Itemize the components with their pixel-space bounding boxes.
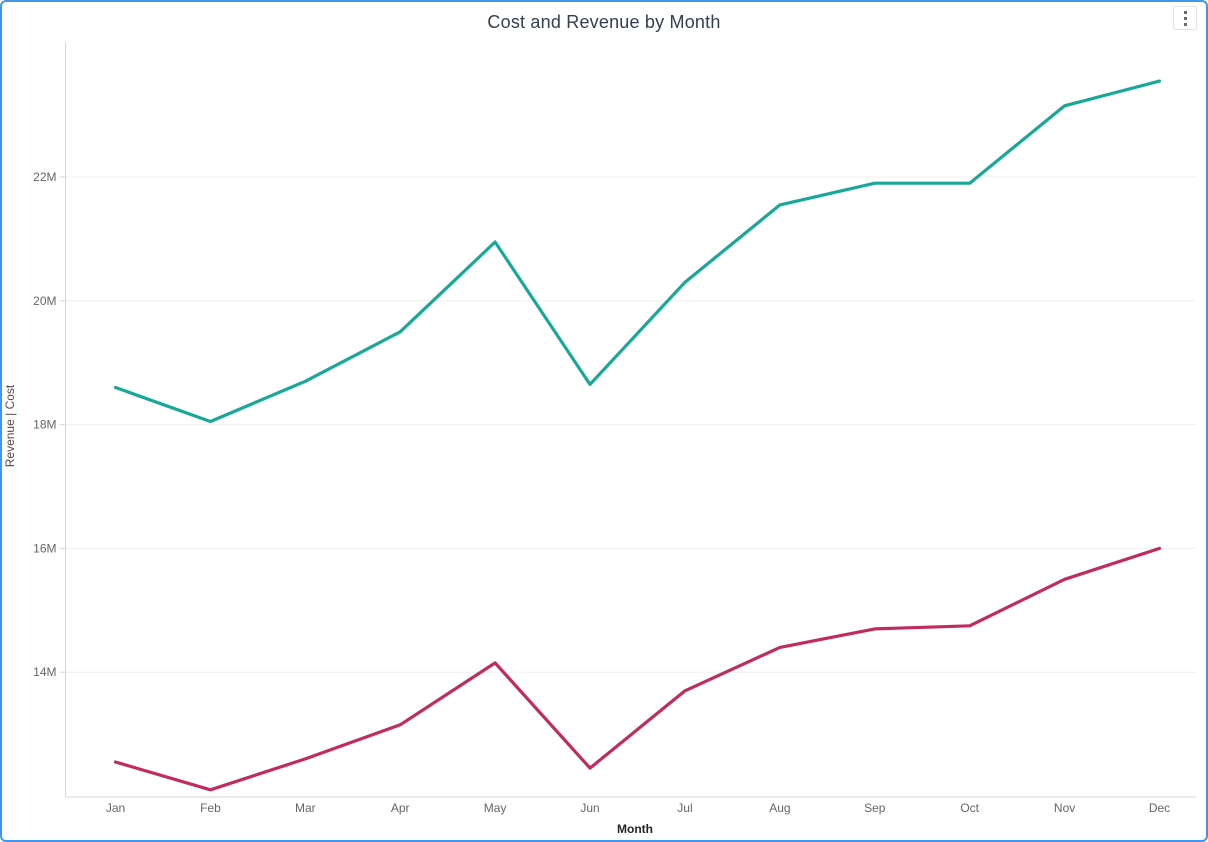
svg-text:Sep: Sep (864, 801, 886, 815)
svg-text:16M: 16M (33, 541, 56, 555)
svg-text:Jun: Jun (580, 801, 599, 815)
svg-text:May: May (484, 801, 507, 815)
svg-text:Apr: Apr (391, 801, 410, 815)
svg-text:Nov: Nov (1054, 801, 1075, 815)
gridlines (65, 176, 1196, 673)
data-series-lines (113, 79, 1162, 792)
svg-text:22M: 22M (33, 170, 56, 184)
svg-text:14M: 14M (33, 665, 56, 679)
x-axis-tick-labels: Jan Feb Mar Apr May Jun Jul Aug Sep Oct Nov Dec (106, 801, 1170, 815)
svg-text:Aug: Aug (769, 801, 790, 815)
svg-text:Oct: Oct (960, 801, 979, 815)
axes (59, 42, 1196, 798)
svg-text:20M: 20M (33, 294, 56, 308)
more-options-button[interactable] (1173, 6, 1197, 30)
y-axis-title: Revenue | Cost (3, 384, 17, 467)
chart-title: Cost and Revenue by Month (487, 12, 721, 32)
svg-text:18M: 18M (33, 418, 56, 432)
svg-text:Jul: Jul (677, 801, 692, 815)
svg-text:Dec: Dec (1149, 801, 1170, 815)
svg-text:Jan: Jan (106, 801, 125, 815)
svg-text:Mar: Mar (295, 801, 316, 815)
svg-text:Feb: Feb (200, 801, 221, 815)
x-axis-title: Month (617, 822, 653, 836)
y-axis-tick-labels: 22M 20M 18M 16M 14M (33, 170, 56, 679)
vertical-kebab-menu-icon (1183, 10, 1187, 26)
